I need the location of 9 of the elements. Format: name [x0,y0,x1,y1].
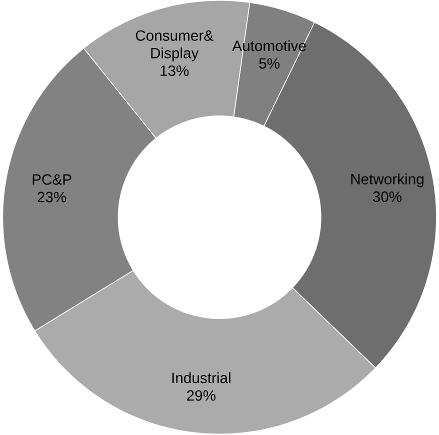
data-label: 13% [160,66,189,76]
slice-label: Networking [351,174,424,188]
slice-label: Industrial [172,372,230,384]
slice-label: PC&P [32,174,72,185]
data-label: 5% [259,58,280,69]
slice-label: Consumer& Display [136,30,214,62]
data-label: 29% [187,390,216,401]
data-label: 30% [372,192,402,202]
data-label: 23% [38,192,66,203]
